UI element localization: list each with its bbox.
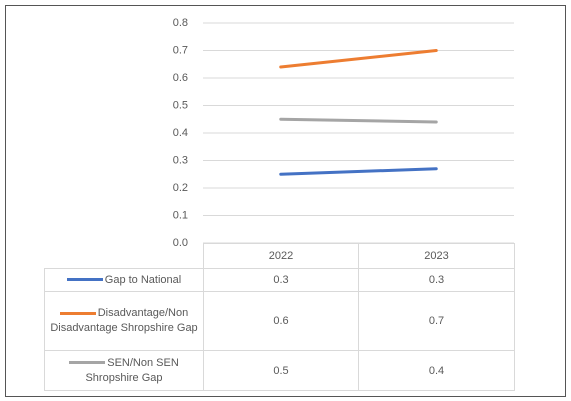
blank-cell	[44, 243, 204, 269]
y-tick-label: 0.6	[173, 72, 188, 84]
series-line	[279, 117, 438, 124]
data-label: 0.4	[358, 350, 515, 391]
header-row: 2022 2023	[44, 243, 515, 269]
table-row: SEN/Non SEN Shropshire Gap 0.5 0.4	[44, 350, 515, 391]
legend-swatch	[59, 311, 96, 315]
table-row: Gap to National 0.3 0.3	[44, 268, 515, 292]
y-tick-label: 0.1	[173, 209, 188, 221]
data-label: 0.3	[358, 268, 515, 292]
legend-label: Gap to National	[104, 273, 182, 286]
legend-swatch	[69, 361, 106, 365]
data-label: 0.7	[358, 291, 515, 351]
y-tick-label: 0.7	[173, 44, 188, 56]
data-label: 0.3	[203, 268, 359, 292]
data-label: 0.6	[203, 291, 359, 351]
legend-cell: SEN/Non SEN Shropshire Gap	[44, 350, 204, 391]
y-tick-label: 0.3	[173, 154, 188, 166]
legend-label: SEN/Non SEN Shropshire Gap	[85, 356, 179, 384]
data-label: 0.5	[203, 350, 359, 391]
legend-swatch	[66, 278, 103, 282]
y-tick-label: 0.4	[173, 127, 188, 139]
y-tick-label: 0.2	[173, 182, 188, 194]
y-tick-label: 0.5	[173, 99, 188, 111]
x-tick-label: 2023	[358, 243, 515, 269]
data-table: 2022 2023 Gap to National 0.3 0.3 Disadvantag…	[44, 243, 515, 391]
chart-frame	[5, 5, 566, 397]
series-line	[279, 167, 438, 176]
x-tick-label: 2022	[203, 243, 359, 269]
table-row: Disadvantage/Non Disadvantage Shropshire…	[44, 291, 515, 351]
legend-cell: Gap to National	[44, 268, 204, 292]
legend-cell: Disadvantage/Non Disadvantage Shropshire…	[44, 291, 204, 351]
series-line	[279, 49, 438, 69]
y-tick-label: 0.8	[173, 17, 188, 29]
legend-label: Disadvantage/Non Disadvantage Shropshire…	[50, 307, 198, 334]
